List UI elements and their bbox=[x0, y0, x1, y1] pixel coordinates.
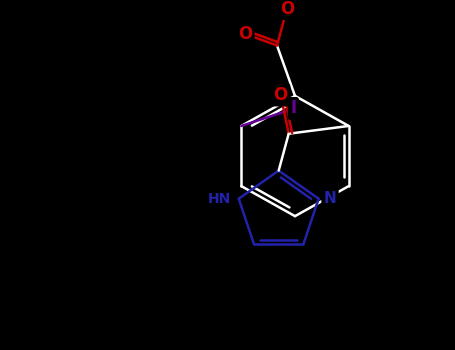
Text: O: O bbox=[238, 25, 252, 43]
Text: I: I bbox=[290, 99, 296, 118]
Text: O: O bbox=[273, 86, 288, 104]
Text: O: O bbox=[280, 0, 294, 18]
Text: N: N bbox=[324, 191, 336, 206]
Text: HN: HN bbox=[207, 192, 231, 206]
